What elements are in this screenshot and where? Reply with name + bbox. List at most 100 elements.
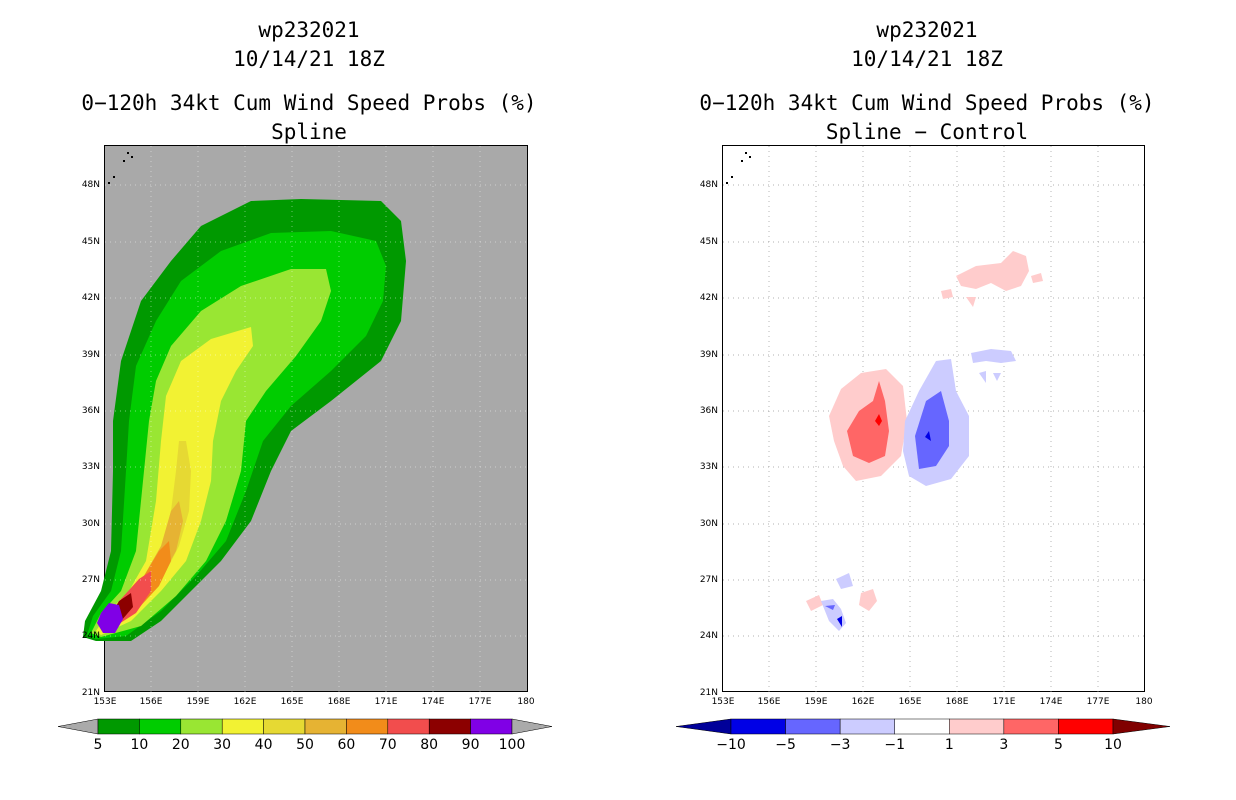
island-marks <box>726 152 751 184</box>
positive-5-region <box>875 414 882 426</box>
colorbar-box <box>221 718 264 735</box>
colorbar-label: −1 <box>884 737 906 753</box>
colorbar <box>675 718 1171 735</box>
lon-label: 180 <box>1135 697 1152 707</box>
left-axes: 48N 45N 42N 39N 36N 33N 30N 27N 24N 21N … <box>57 180 553 735</box>
lon-label: 177E <box>1087 697 1110 707</box>
lat-label: 39N <box>700 350 718 360</box>
colorbar-end-left <box>675 718 732 735</box>
lat-label: 42N <box>82 293 100 303</box>
colorbar-label: 50 <box>296 737 314 753</box>
positive-1-region <box>941 289 953 299</box>
colorbar-box <box>470 718 513 735</box>
colorbar-box <box>839 718 895 735</box>
positive-1-region <box>956 251 1029 291</box>
colorbar-label: −10 <box>716 737 746 753</box>
lon-label: 153E <box>94 697 117 707</box>
lat-label: 45N <box>82 237 100 247</box>
lat-label: 21N <box>700 688 718 698</box>
positive-1-region <box>966 297 976 307</box>
datetime-title: 10/14/21 18Z <box>233 47 385 71</box>
lon-label: 180 <box>517 697 534 707</box>
colorbar-box <box>894 718 950 735</box>
lat-label: 33N <box>82 462 100 472</box>
lat-label: 27N <box>82 575 100 585</box>
positive-1-region <box>859 589 877 611</box>
lon-label: 168E <box>328 697 351 707</box>
contour-100 <box>97 603 123 633</box>
colorbar-box <box>263 718 306 735</box>
colorbar-box <box>346 718 389 735</box>
lon-label: 162E <box>852 697 875 707</box>
lat-label: 48N <box>700 180 718 190</box>
colorbar-label: −5 <box>775 737 796 753</box>
negative-1-region <box>836 573 853 589</box>
subtitle: Spline − Control <box>825 120 1029 144</box>
colorbar-label: 40 <box>254 737 273 753</box>
difference-map[interactable] <box>722 145 1146 693</box>
colorbar-box <box>949 718 1005 735</box>
colorbar-end-left <box>57 718 99 735</box>
probability-map[interactable] <box>83 145 529 693</box>
colorbar-label: 5 <box>93 737 103 753</box>
lat-label: 48N <box>82 180 100 190</box>
graticule <box>105 146 529 693</box>
lat-label: 36N <box>700 406 718 416</box>
lon-label: 165E <box>281 697 304 707</box>
lon-label: 153E <box>712 697 735 707</box>
colorbar-label: 10 <box>130 737 149 753</box>
lat-label: 45N <box>700 237 718 247</box>
positive-1-region <box>1031 273 1043 283</box>
lat-label: 42N <box>700 293 718 303</box>
lat-label: 27N <box>700 575 718 585</box>
colorbar-box <box>1058 718 1114 735</box>
colorbar-box <box>180 718 223 735</box>
lon-label: 156E <box>758 697 781 707</box>
colorbar-box <box>387 718 430 735</box>
lat-label: 21N <box>82 688 100 698</box>
left-panel: wp232021 10/14/21 18Z 0−120h 34kt Cum Wi… <box>57 18 553 753</box>
lon-label: 174E <box>422 697 445 707</box>
colorbar-label: 20 <box>171 737 190 753</box>
colorbar-label: 60 <box>337 737 356 753</box>
graticule <box>723 146 1146 693</box>
colorbar-label: 90 <box>461 737 480 753</box>
colorbar-label: 100 <box>498 737 526 753</box>
lon-label: 162E <box>234 697 257 707</box>
negative-1-region <box>971 349 1016 363</box>
product-title: 0−120h 34kt Cum Wind Speed Probs (%) <box>699 91 1155 115</box>
colorbar-box <box>730 718 786 735</box>
lat-label: 33N <box>700 462 718 472</box>
colorbar <box>57 718 553 735</box>
colorbar-end-right <box>511 718 553 735</box>
lat-label: 39N <box>82 350 100 360</box>
lat-label: 30N <box>700 519 718 529</box>
lon-label: 171E <box>993 697 1016 707</box>
difference-contours <box>723 146 1146 693</box>
negative-1-region <box>979 371 986 383</box>
lon-label: 177E <box>469 697 492 707</box>
datetime-title: 10/14/21 18Z <box>851 47 1003 71</box>
subtitle: Spline <box>271 120 347 144</box>
contour-30 <box>96 327 253 635</box>
negative-3-region <box>915 391 949 469</box>
colorbar-label: 3 <box>999 737 1009 753</box>
storm-id-title: wp232021 <box>876 18 978 42</box>
negative-3-region <box>825 605 835 610</box>
positive-1-region <box>806 595 823 611</box>
colorbar-label: −3 <box>829 737 851 753</box>
probability-contours <box>83 146 529 693</box>
colorbar-box <box>97 718 140 735</box>
lon-label: 156E <box>140 697 163 707</box>
lon-label: 159E <box>805 697 828 707</box>
colorbar-label: 80 <box>420 737 439 753</box>
colorbar-box <box>785 718 841 735</box>
colorbar-label: 5 <box>1053 737 1063 753</box>
right-axes: 48N 45N 42N 39N 36N 33N 30N 27N 24N 21N … <box>675 180 1171 735</box>
colorbar-box <box>304 718 347 735</box>
lon-label: 168E <box>946 697 969 707</box>
negative-5-region <box>925 431 931 441</box>
island-marks <box>108 152 133 184</box>
lon-label: 174E <box>1040 697 1063 707</box>
lon-label: 165E <box>899 697 922 707</box>
